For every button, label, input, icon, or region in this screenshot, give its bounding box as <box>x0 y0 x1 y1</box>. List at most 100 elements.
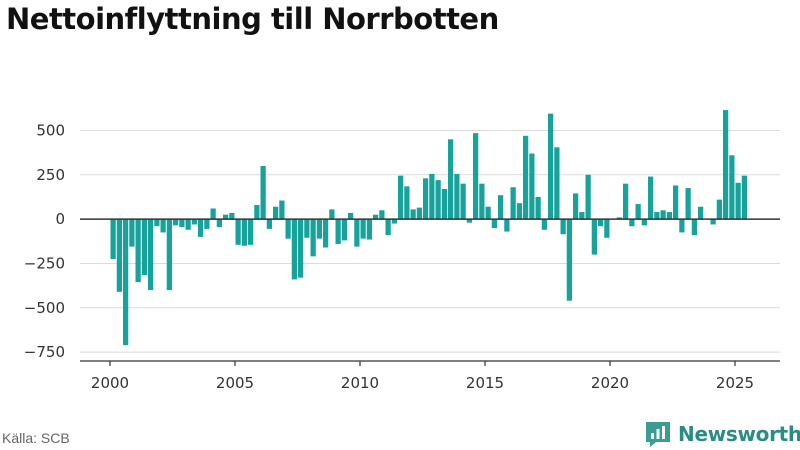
bar <box>629 219 635 227</box>
bar <box>154 219 160 227</box>
brand-logo[interactable]: Newsworthy <box>644 420 800 448</box>
bar <box>329 209 335 220</box>
x-tick-label: 2025 <box>716 374 754 392</box>
x-tick-label: 2020 <box>591 374 629 392</box>
bar <box>335 219 341 244</box>
bar <box>366 219 372 240</box>
bar <box>441 188 447 220</box>
bar <box>348 212 354 220</box>
bar <box>248 219 254 245</box>
bar <box>191 219 197 225</box>
bar <box>160 219 166 233</box>
bar <box>454 173 460 220</box>
bar <box>554 147 560 220</box>
bar <box>504 219 510 232</box>
bar <box>148 219 154 291</box>
bar <box>416 207 422 220</box>
bar <box>173 219 179 226</box>
bar <box>360 219 366 239</box>
bar <box>723 110 729 220</box>
bar <box>598 219 604 227</box>
bar <box>310 219 316 257</box>
bar <box>735 182 741 220</box>
y-tick-label: 250 <box>36 166 65 184</box>
bar <box>685 188 691 220</box>
bar <box>666 212 672 220</box>
bar <box>223 214 229 220</box>
bars <box>110 110 747 346</box>
bar <box>448 139 454 220</box>
bar <box>541 219 547 230</box>
bar <box>116 219 122 292</box>
y-tick-label: 0 <box>55 210 65 228</box>
source-note: Källa: SCB <box>2 430 70 446</box>
bar <box>635 204 641 220</box>
bar <box>485 206 491 220</box>
bar <box>673 185 679 220</box>
bar <box>460 183 466 220</box>
bar <box>229 212 235 220</box>
bar <box>166 219 172 291</box>
bar <box>141 219 147 275</box>
bar <box>616 217 622 220</box>
bar <box>641 219 647 226</box>
bar <box>279 200 285 220</box>
bar <box>648 176 654 220</box>
bar <box>466 219 472 223</box>
bar <box>729 155 735 220</box>
y-tick-label: −250 <box>24 254 65 272</box>
chart-title: Nettoinflyttning till Norrbotten <box>6 2 499 36</box>
bar <box>566 219 572 301</box>
bar <box>341 219 347 241</box>
bar <box>491 219 497 228</box>
bar <box>179 219 185 228</box>
bar <box>548 113 554 220</box>
bar <box>573 193 579 220</box>
bar <box>241 219 247 246</box>
bar <box>710 219 716 225</box>
x-tick-label: 2015 <box>466 374 504 392</box>
bar <box>535 196 541 220</box>
bar <box>110 219 116 260</box>
bar <box>623 183 629 220</box>
bar <box>216 219 222 228</box>
bar <box>273 206 279 220</box>
bar <box>660 210 666 220</box>
bar <box>304 219 310 238</box>
bar <box>385 219 391 236</box>
bar <box>498 195 504 220</box>
bar <box>373 214 379 220</box>
bar <box>298 219 304 278</box>
bar <box>198 219 204 237</box>
bar <box>379 210 385 220</box>
bar <box>429 173 435 220</box>
bar <box>235 219 241 245</box>
bar <box>654 212 660 220</box>
bar <box>285 219 291 239</box>
bar <box>185 219 191 230</box>
bar <box>410 209 416 220</box>
bar <box>123 219 129 346</box>
bar <box>679 219 685 233</box>
bar <box>591 219 597 255</box>
bar <box>741 175 747 220</box>
bar <box>354 219 360 247</box>
bar <box>129 219 135 247</box>
bar <box>529 153 535 220</box>
bar <box>523 135 529 220</box>
bar <box>260 165 266 220</box>
bar <box>479 183 485 220</box>
bar <box>516 203 522 220</box>
bar <box>266 219 272 229</box>
bar <box>579 212 585 220</box>
gridlines <box>80 129 780 353</box>
bar <box>423 178 429 220</box>
bar <box>585 174 591 220</box>
bar <box>316 219 322 239</box>
bar <box>560 219 566 235</box>
y-tick-label: −500 <box>24 299 65 317</box>
newsworthy-logo-icon <box>646 422 670 447</box>
bar <box>398 175 404 220</box>
bar <box>254 204 260 220</box>
